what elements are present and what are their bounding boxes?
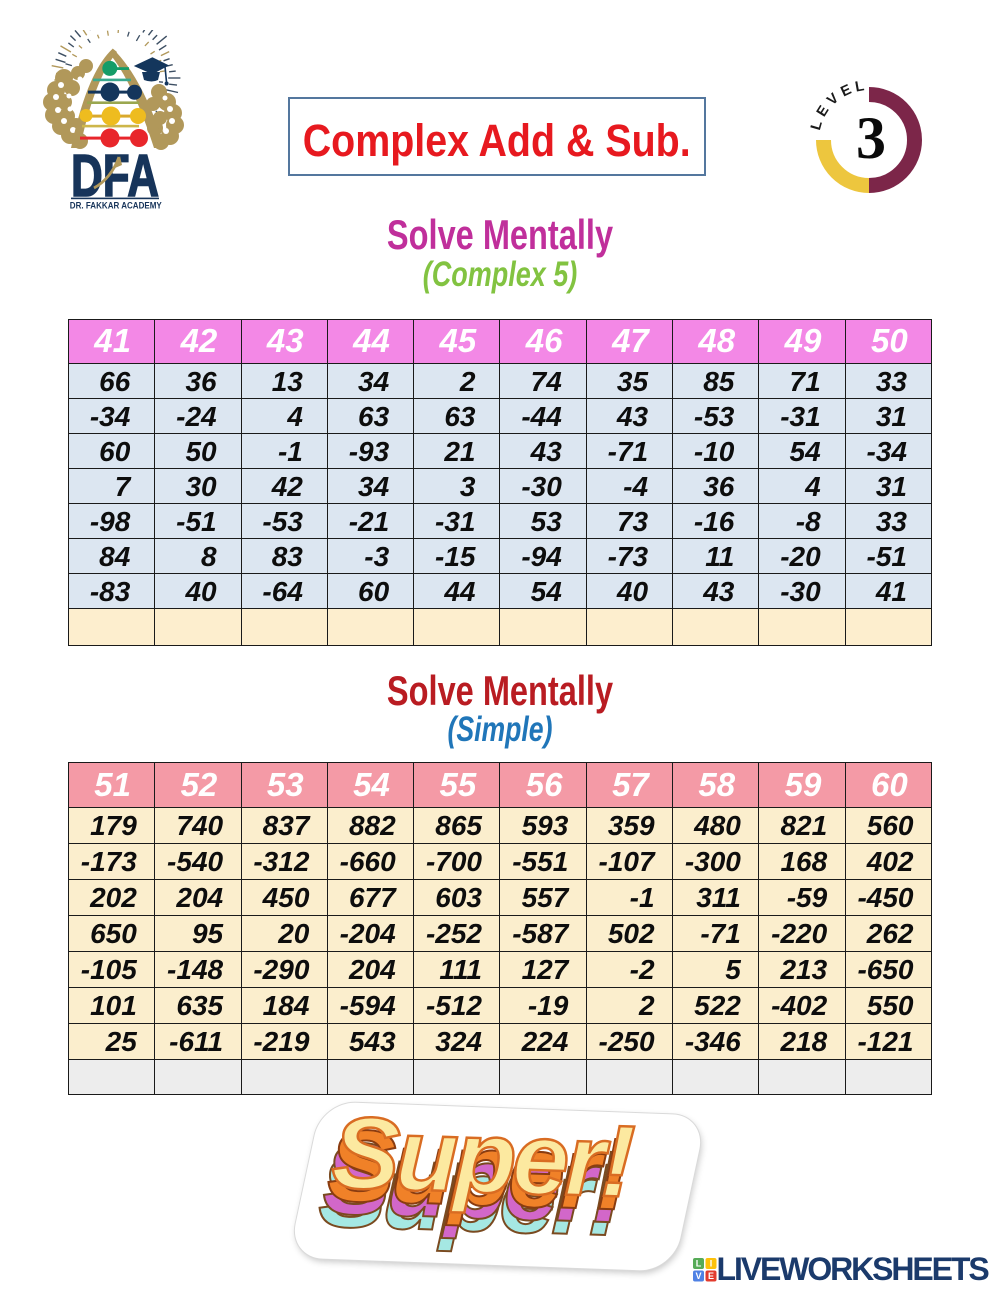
svg-text:E: E <box>708 1271 714 1281</box>
svg-text:L: L <box>696 1259 702 1269</box>
svg-text:L: L <box>808 119 826 132</box>
svg-text:E: E <box>838 82 854 101</box>
svg-text:V: V <box>824 90 842 109</box>
svg-text:E: E <box>814 103 833 120</box>
svg-text:L: L <box>854 78 866 95</box>
svg-text:V: V <box>695 1271 701 1281</box>
svg-text:I: I <box>710 1259 713 1269</box>
svg-text:DR. FAKKAR ACADEMY: DR. FAKKAR ACADEMY <box>70 201 163 212</box>
svg-text:3: 3 <box>856 105 886 171</box>
